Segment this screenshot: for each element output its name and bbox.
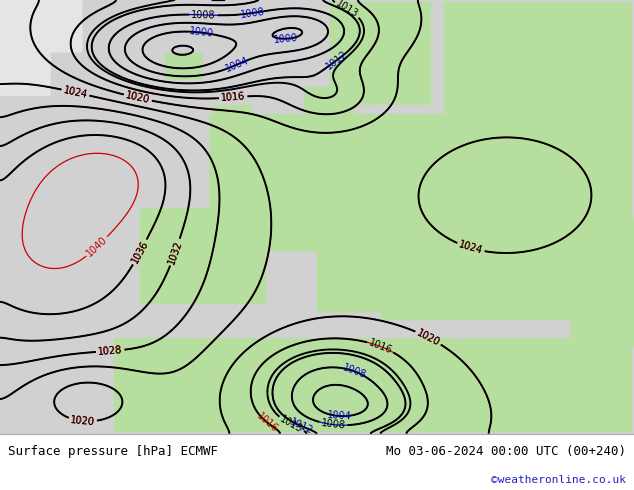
- Text: 1028: 1028: [98, 345, 123, 357]
- Text: 1013: 1013: [334, 0, 360, 20]
- Text: 1016: 1016: [221, 92, 246, 103]
- Text: 1020: 1020: [415, 327, 441, 347]
- Text: 1008: 1008: [240, 6, 265, 20]
- Text: 1020: 1020: [125, 90, 151, 105]
- Text: 1036: 1036: [130, 239, 150, 265]
- Text: 1012: 1012: [288, 416, 314, 436]
- Text: 1004: 1004: [327, 410, 352, 422]
- Text: 1000: 1000: [189, 26, 214, 39]
- Text: ©weatheronline.co.uk: ©weatheronline.co.uk: [491, 475, 626, 485]
- Text: 1008: 1008: [321, 418, 346, 431]
- Text: 1020: 1020: [125, 90, 151, 105]
- Text: 1013: 1013: [278, 414, 304, 435]
- Text: 1008: 1008: [191, 10, 216, 20]
- Text: 1032: 1032: [166, 239, 184, 266]
- Text: Mo 03-06-2024 00:00 UTC (00+240): Mo 03-06-2024 00:00 UTC (00+240): [386, 445, 626, 458]
- Text: 1000: 1000: [274, 33, 299, 45]
- Text: 1028: 1028: [98, 345, 123, 357]
- Text: 1036: 1036: [130, 239, 150, 265]
- Text: 1020: 1020: [70, 415, 96, 427]
- Text: 1016: 1016: [221, 92, 246, 103]
- Text: 1008: 1008: [341, 362, 367, 380]
- Text: 1020: 1020: [70, 415, 96, 427]
- Text: 1012: 1012: [325, 49, 350, 72]
- Text: 1024: 1024: [458, 240, 484, 256]
- Text: 1016: 1016: [255, 411, 280, 435]
- Text: 1024: 1024: [62, 85, 89, 100]
- Text: 1024: 1024: [458, 240, 484, 256]
- Text: 1004: 1004: [224, 55, 250, 74]
- Text: 1024: 1024: [62, 85, 89, 100]
- Text: 1020: 1020: [415, 327, 441, 347]
- Text: Surface pressure [hPa] ECMWF: Surface pressure [hPa] ECMWF: [8, 445, 217, 458]
- Text: 1040: 1040: [85, 235, 110, 259]
- Text: 1032: 1032: [166, 239, 184, 266]
- Text: 1016: 1016: [367, 338, 394, 356]
